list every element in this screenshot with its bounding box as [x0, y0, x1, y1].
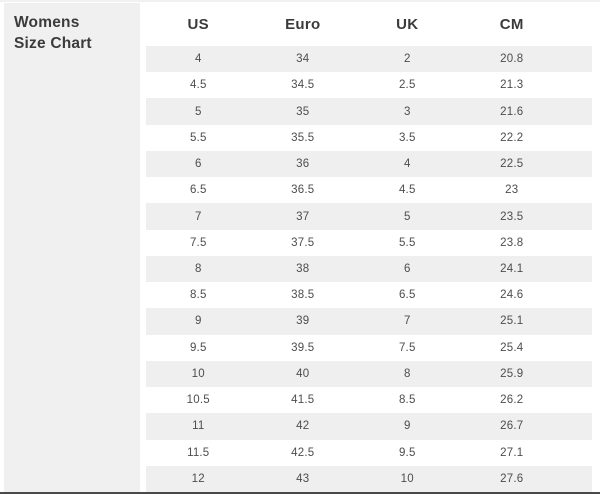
table-cell: 10 [191, 367, 205, 380]
table-cell: 5.5 [398, 236, 416, 249]
table-cell: 7 [194, 210, 202, 223]
table-cell: 5 [194, 105, 202, 118]
table-row: 6 36 4 22.5 [146, 150, 592, 178]
table-cell: 26.2 [500, 394, 524, 407]
column-header-euro: Euro [285, 16, 321, 33]
table-cell: 9 [403, 420, 411, 433]
column-header-cm: CM [499, 16, 524, 33]
chart-title-block: Womens Size Chart [4, 3, 140, 492]
table-cell: 21.3 [500, 79, 524, 92]
table-cell: 10.5 [186, 394, 210, 407]
table-cell: 5 [403, 210, 411, 223]
table-cell: 25.1 [500, 315, 524, 328]
table-cell: 24.6 [500, 289, 524, 302]
table-cell: 40 [296, 367, 310, 380]
table-cell: 41.5 [291, 394, 315, 407]
table-cell: 5.5 [189, 131, 207, 144]
table-body: 4 34 2 20.8 4.5 34.5 2.5 21.3 5 35 3 21.6 5.5 35.5 3.5… [146, 46, 592, 492]
table-cell: 25.4 [500, 341, 524, 354]
table-cell: 3.5 [398, 131, 416, 144]
table-cell: 4 [194, 53, 202, 66]
table-cell: 23 [505, 184, 519, 197]
table-row: 9.5 39.5 7.5 25.4 [146, 334, 592, 361]
table-cell: 25.9 [500, 367, 524, 380]
table-row: 7 37 5 23.5 [146, 203, 592, 230]
table-row: 9 39 7 25.1 [146, 308, 592, 335]
table-row: 7.5 37.5 5.5 23.8 [146, 229, 592, 256]
chart-title-line-1: Womens [14, 14, 80, 31]
table-cell: 35 [296, 105, 310, 118]
table-row: 10 40 8 25.9 [146, 360, 592, 388]
table-cell: 8.5 [398, 394, 416, 407]
table-cell: 11 [192, 420, 205, 433]
table-cell: 9.5 [398, 446, 416, 459]
table-cell: 34 [296, 53, 310, 66]
column-header-uk: UK [396, 16, 419, 33]
table-cell: 6.5 [398, 289, 416, 302]
table-cell: 2 [403, 53, 411, 66]
top-edge-line [0, 0, 600, 2]
table-row: 8.5 38.5 6.5 24.6 [146, 282, 592, 309]
table-cell: 21.6 [500, 105, 524, 118]
table-cell: 23.8 [500, 236, 524, 249]
table-cell: 42 [296, 420, 310, 433]
table-row: 11 42 9 26.7 [146, 413, 592, 440]
table-cell: 24.1 [500, 262, 524, 275]
table-cell: 22.2 [500, 131, 524, 144]
table-cell: 38.5 [291, 289, 315, 302]
table-cell: 4.5 [398, 184, 416, 197]
table-header-row: US Euro UK CM [146, 3, 592, 46]
table-row: 5.5 35.5 3.5 22.2 [146, 124, 592, 151]
table-cell: 8 [194, 262, 202, 275]
chart-title-line-2: Size Chart [14, 35, 92, 52]
column-header-us: US [187, 16, 209, 33]
table-cell: 10 [400, 472, 414, 485]
table-cell: 6 [403, 262, 411, 275]
table-row: 4 34 2 20.8 [146, 46, 592, 73]
table-cell: 27.1 [500, 446, 524, 459]
table-row: 5 35 3 21.6 [146, 98, 592, 125]
table-row: 10.5 41.5 8.5 26.2 [146, 387, 592, 414]
table-cell: 26.7 [500, 420, 524, 433]
table-cell: 8 [403, 367, 411, 380]
table-cell: 39 [296, 315, 310, 328]
table-cell: 11.5 [187, 446, 210, 459]
table-cell: 6.5 [189, 184, 207, 197]
table-cell: 35.5 [291, 131, 315, 144]
table-cell: 27.6 [500, 472, 524, 485]
table-cell: 2.5 [398, 79, 416, 92]
table-cell: 37 [296, 210, 310, 223]
table-row: 12 43 10 27.6 [146, 465, 592, 492]
table-cell: 8.5 [189, 289, 207, 302]
table-cell: 43 [296, 472, 310, 485]
table-cell: 7.5 [398, 341, 416, 354]
table-cell: 34.5 [291, 79, 315, 92]
table-row: 8 38 6 24.1 [146, 255, 592, 283]
table-cell: 36.5 [291, 184, 315, 197]
table-row: 11.5 42.5 9.5 27.1 [146, 439, 592, 466]
table-cell: 39.5 [291, 341, 315, 354]
table-cell: 9 [194, 315, 202, 328]
table-row: 4.5 34.5 2.5 21.3 [146, 72, 592, 99]
table-row: 6.5 36.5 4.5 23 [146, 177, 592, 204]
table-cell: 7 [403, 315, 411, 328]
bottom-border-rule [0, 492, 600, 494]
size-conversion-table: US Euro UK CM 4 34 2 20.8 4.5 34.5 2.5 21.3 5 35 3 21.… [146, 3, 592, 492]
table-cell: 36 [296, 158, 310, 171]
table-cell: 38 [296, 262, 310, 275]
table-cell: 42.5 [291, 446, 315, 459]
table-cell: 4.5 [189, 79, 207, 92]
table-cell: 23.5 [500, 210, 524, 223]
table-cell: 20.8 [500, 53, 524, 66]
table-cell: 12 [191, 472, 205, 485]
table-cell: 4 [403, 158, 411, 171]
table-cell: 37.5 [291, 236, 315, 249]
table-cell: 22.5 [500, 158, 524, 171]
table-cell: 3 [403, 105, 411, 118]
table-cell: 7.5 [189, 236, 207, 249]
table-cell: 6 [194, 158, 202, 171]
table-cell: 9.5 [189, 341, 207, 354]
